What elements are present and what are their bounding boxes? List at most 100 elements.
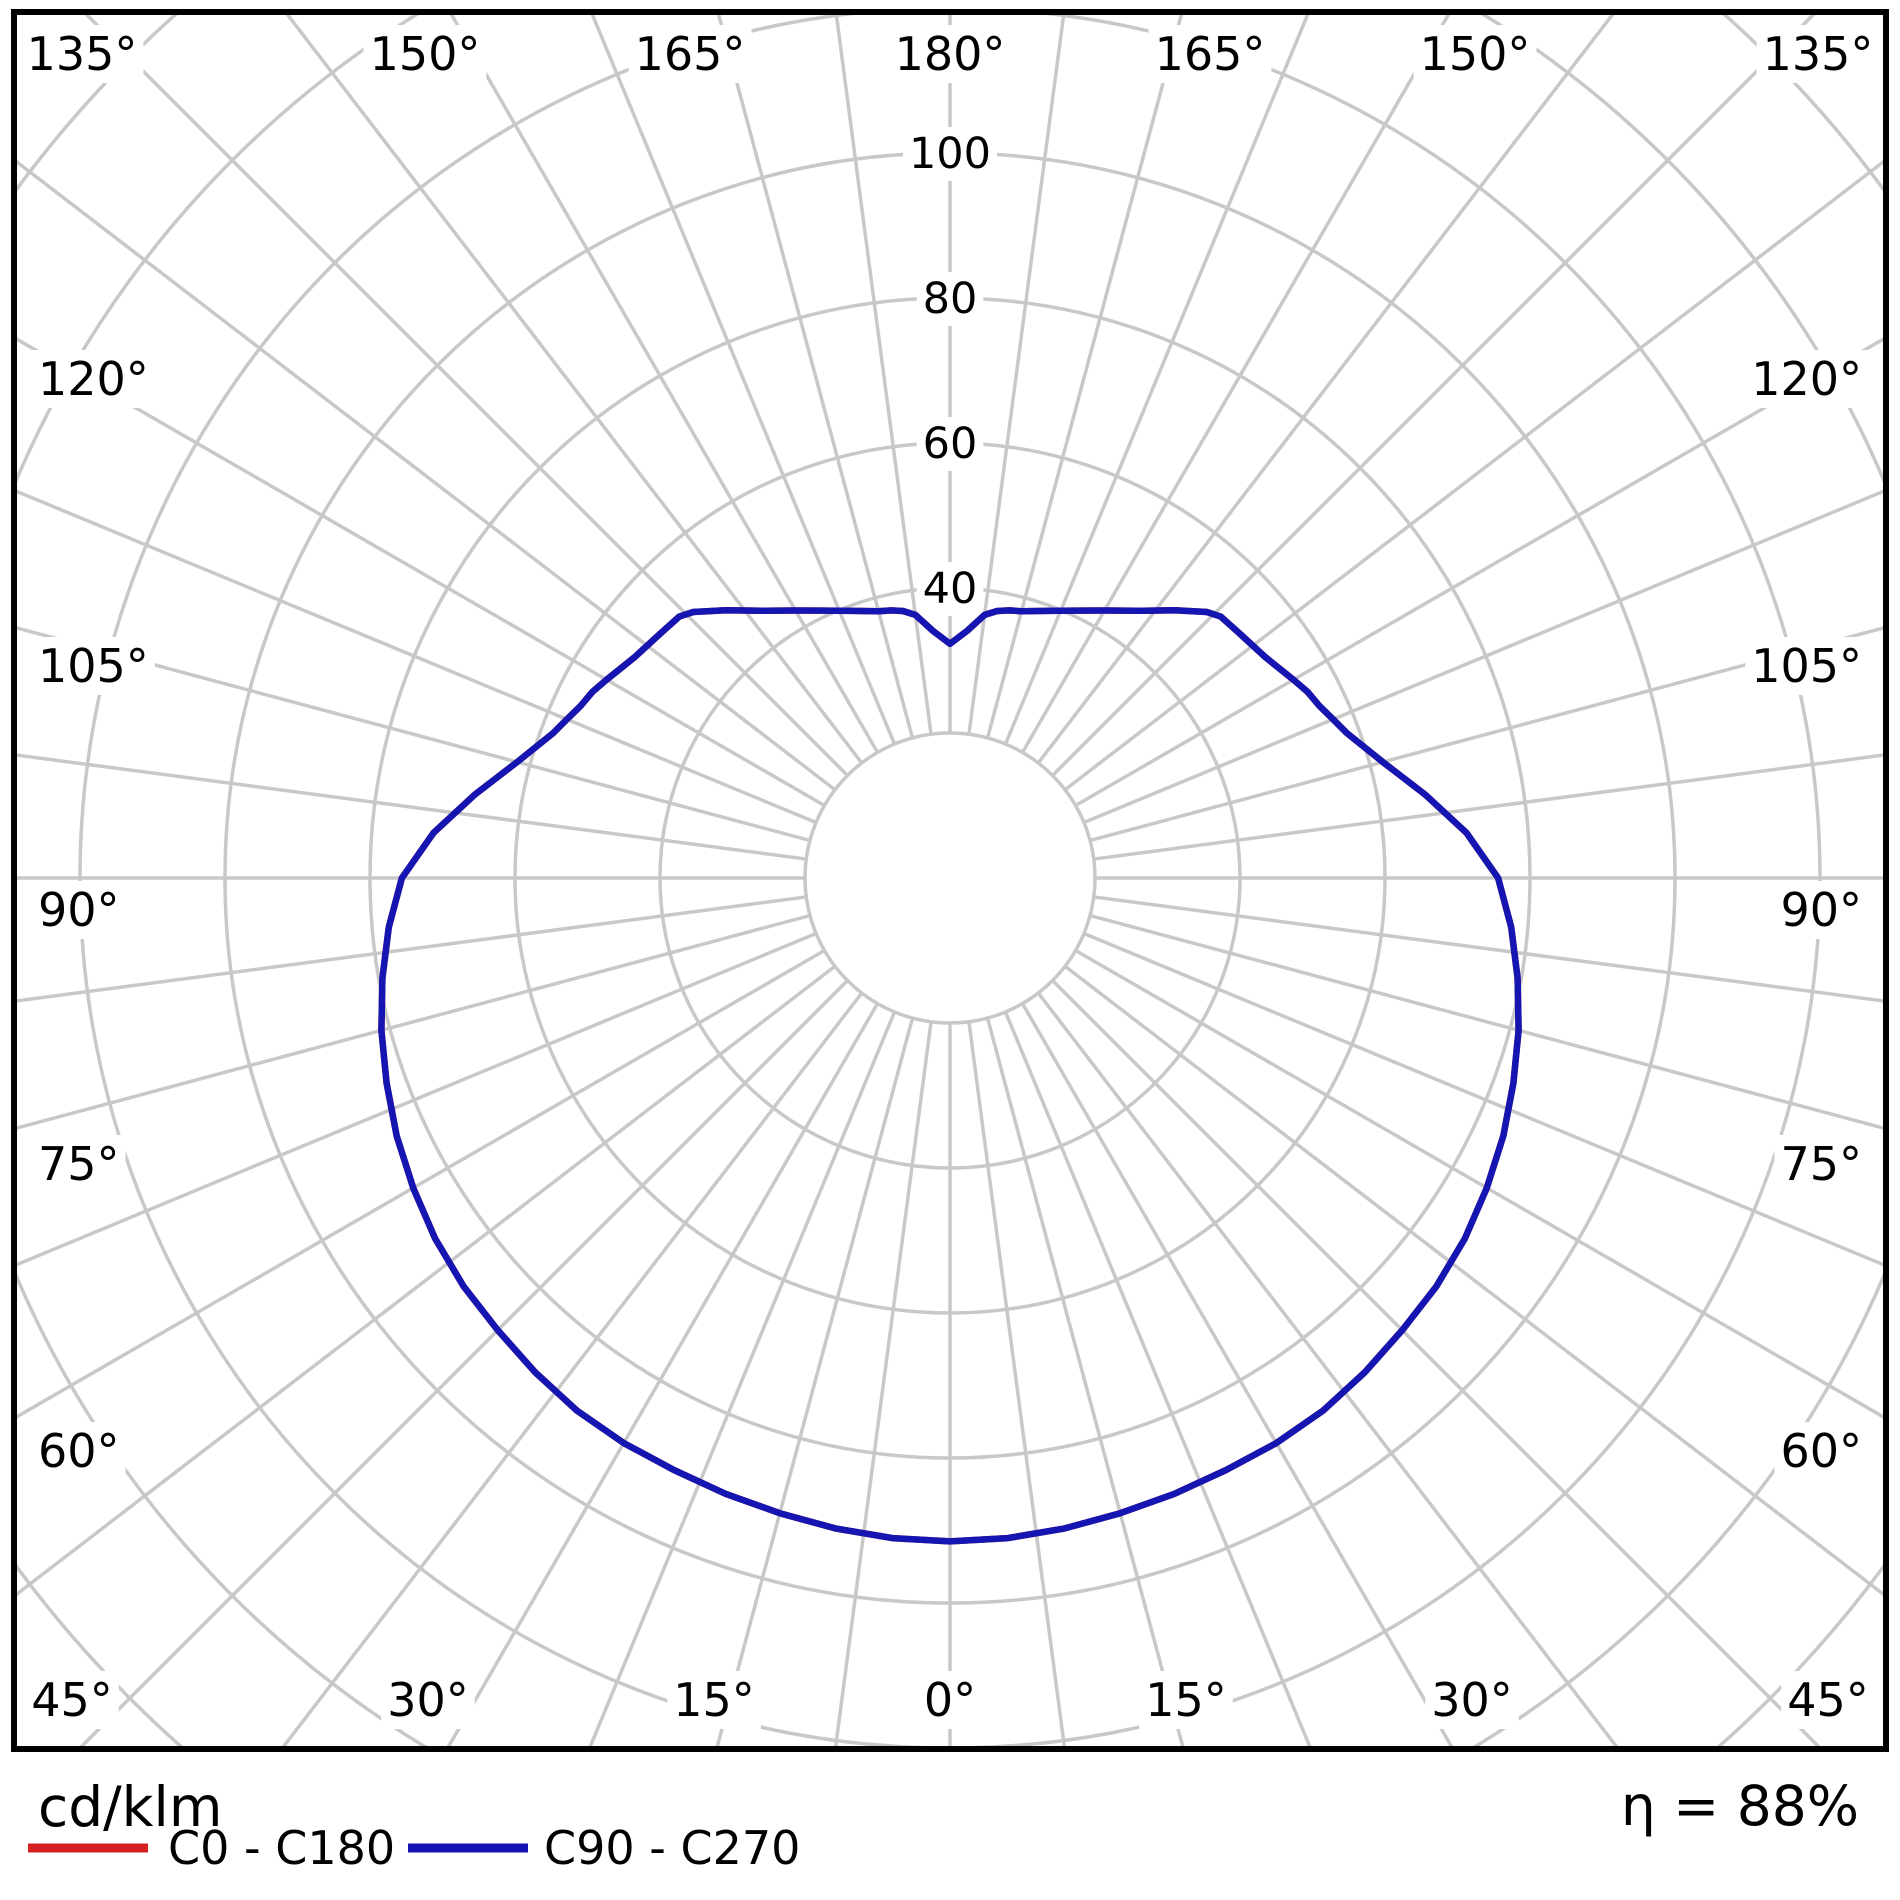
grid-radial-7.5 bbox=[967, 1021, 1067, 1746]
radial-tick-60: 60 bbox=[923, 419, 978, 469]
angle-right-4-bg bbox=[1774, 1422, 1868, 1480]
angle-top-1-bg bbox=[363, 25, 487, 83]
angle-bottom-3: 0° bbox=[924, 1673, 976, 1727]
grid-radial-15 bbox=[985, 1017, 1185, 1746]
angle-bottom-2: 15° bbox=[673, 1673, 755, 1727]
angle-bottom-4-bg bbox=[1139, 1671, 1233, 1729]
grid-radial-292.5 bbox=[17, 931, 817, 1267]
grid-radial-247.5 bbox=[17, 489, 817, 825]
grid-radial-210 bbox=[449, 15, 880, 754]
radial-tick-80-bg bbox=[916, 272, 984, 326]
angle-left-3: 75° bbox=[38, 1137, 120, 1191]
angle-bottom-6: 45° bbox=[1787, 1673, 1869, 1727]
angle-top-5-bg bbox=[1413, 25, 1537, 83]
grid-radial-60 bbox=[1074, 948, 1883, 1419]
grid-radial-37.5 bbox=[1036, 991, 1619, 1746]
angle-top-2: 165° bbox=[635, 27, 746, 81]
grid-radial-277.5 bbox=[17, 895, 807, 1003]
angle-left-2-bg bbox=[32, 881, 126, 939]
radial-tick-100-bg bbox=[902, 127, 998, 181]
angle-right-2-bg bbox=[1774, 881, 1868, 939]
grid-radial-352.5 bbox=[833, 1021, 933, 1746]
grid-radial-22.5 bbox=[1003, 1011, 1312, 1746]
angle-top-0-bg bbox=[20, 25, 144, 83]
legend: C0 - C180 C90 - C270 bbox=[28, 1821, 800, 1875]
angle-right-2: 90° bbox=[1780, 883, 1862, 937]
angle-top-6: 135° bbox=[1763, 27, 1874, 81]
grid-radial-120 bbox=[1074, 337, 1883, 808]
angle-left-0-bg bbox=[32, 350, 155, 408]
units-label: cd/klm bbox=[38, 1775, 222, 1839]
grid-radial-255 bbox=[17, 626, 811, 843]
angle-left-0: 120° bbox=[38, 352, 149, 406]
angle-bottom-3-bg bbox=[917, 1671, 983, 1729]
axis-tick-labels: 40 60 80 100 135° 150° 165° 180° 165° 150° 135° 120… bbox=[20, 25, 1880, 1729]
angle-right-3: 75° bbox=[1780, 1137, 1862, 1191]
legend-label-c0-c180: C0 - C180 bbox=[168, 1821, 395, 1875]
angle-left-1: 105° bbox=[38, 639, 149, 693]
angle-bottom-6-bg bbox=[1781, 1671, 1875, 1729]
grid-radial-217.5 bbox=[285, 15, 864, 765]
grid-radial-97.5 bbox=[1093, 753, 1883, 861]
angle-bottom-2-bg bbox=[667, 1671, 761, 1729]
grid-radial-337.5 bbox=[588, 1011, 897, 1746]
grid-radial-202.5 bbox=[590, 15, 897, 745]
angle-left-3-bg bbox=[32, 1135, 126, 1193]
angle-top-1: 150° bbox=[370, 27, 481, 81]
grid-radial-172.5 bbox=[967, 15, 1066, 735]
angle-top-0: 135° bbox=[27, 27, 138, 81]
angle-top-2-bg bbox=[628, 25, 752, 83]
angle-top-4: 165° bbox=[1155, 27, 1266, 81]
grid-radial-142.5 bbox=[1036, 15, 1615, 765]
grid-radial-322.5 bbox=[281, 991, 864, 1746]
grid-radial-315 bbox=[79, 979, 849, 1746]
grid-radial-195 bbox=[716, 15, 915, 739]
grid-radial-30 bbox=[1020, 1002, 1454, 1746]
grid-radial-127.5 bbox=[1063, 159, 1883, 792]
angle-bottom-1-bg bbox=[381, 1671, 475, 1729]
radial-tick-40: 40 bbox=[923, 564, 978, 614]
angle-left-1-bg bbox=[32, 637, 155, 695]
angle-bottom-1: 30° bbox=[387, 1673, 469, 1727]
efficiency-label: η = 88% bbox=[1621, 1774, 1859, 1838]
radial-tick-60-bg bbox=[916, 417, 984, 471]
angle-top-6-bg bbox=[1756, 25, 1880, 83]
angle-left-4-bg bbox=[32, 1422, 126, 1480]
grid-radial-330 bbox=[446, 1002, 880, 1746]
grid-circle-20 bbox=[803, 731, 1097, 1025]
grid-radial-157.5 bbox=[1003, 15, 1310, 745]
radial-tick-80: 80 bbox=[923, 274, 978, 324]
angle-right-0: 120° bbox=[1751, 352, 1862, 406]
angle-bottom-4: 15° bbox=[1145, 1673, 1227, 1727]
grid-radial-135 bbox=[1051, 15, 1816, 777]
grid-radial-165 bbox=[985, 15, 1184, 739]
angle-left-2: 90° bbox=[38, 883, 120, 937]
grid-radial-67.5 bbox=[1083, 931, 1883, 1267]
grid-radial-52.5 bbox=[1063, 964, 1883, 1597]
grid-radial-225 bbox=[84, 15, 849, 777]
grid-radial-307.5 bbox=[17, 964, 837, 1597]
angle-left-4: 60° bbox=[38, 1424, 120, 1478]
curve-c90-c270 bbox=[378, 607, 1522, 1545]
grid-radial-240 bbox=[17, 337, 826, 808]
grid-radial-112.5 bbox=[1083, 489, 1883, 825]
angle-right-0-bg bbox=[1745, 350, 1868, 408]
grid-radial-285 bbox=[17, 913, 811, 1130]
angle-top-3-bg bbox=[888, 25, 1012, 83]
angle-right-1-bg bbox=[1745, 637, 1868, 695]
grid-radial-232.5 bbox=[17, 159, 837, 792]
angle-bottom-0: 45° bbox=[31, 1673, 113, 1727]
angle-bottom-0-bg bbox=[25, 1671, 119, 1729]
radial-tick-40-bg bbox=[916, 562, 984, 616]
grid-radial-82.5 bbox=[1093, 895, 1883, 1003]
intensity-curves bbox=[378, 607, 1522, 1545]
grid-radial-300 bbox=[17, 948, 826, 1419]
grid-radial-262.5 bbox=[17, 753, 807, 861]
angle-right-3-bg bbox=[1774, 1135, 1868, 1193]
angle-bottom-5: 30° bbox=[1431, 1673, 1513, 1727]
angle-right-1: 105° bbox=[1751, 639, 1862, 693]
angle-bottom-5-bg bbox=[1425, 1671, 1519, 1729]
angle-top-3: 180° bbox=[895, 27, 1006, 81]
